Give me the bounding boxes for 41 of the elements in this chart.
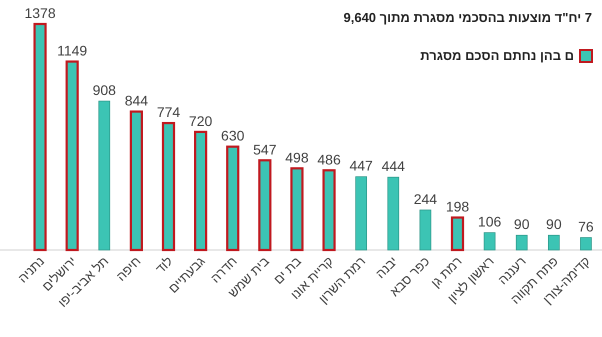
data-label: 447 xyxy=(349,158,374,174)
chart-title: 7 יח"ד מוצעות בהסכמי מסגרת מתוך 9,640 xyxy=(344,10,592,25)
bar xyxy=(387,176,400,250)
data-label: 90 xyxy=(546,216,562,232)
data-label: 244 xyxy=(414,190,438,207)
data-label: 844 xyxy=(124,92,148,109)
bar xyxy=(66,60,79,252)
bar xyxy=(162,122,176,252)
data-label: 76 xyxy=(578,218,594,235)
bar xyxy=(194,130,208,252)
bar xyxy=(420,210,432,250)
data-label: 720 xyxy=(188,112,213,129)
data-label: 106 xyxy=(478,214,502,230)
legend: ם בהן נחתם הסכם מסגרת xyxy=(420,48,593,63)
bar xyxy=(226,146,240,252)
data-label: 1149 xyxy=(57,42,88,59)
data-label: 498 xyxy=(285,149,309,166)
bar xyxy=(516,234,528,250)
bar xyxy=(130,110,143,252)
bar xyxy=(258,159,272,252)
data-label: 630 xyxy=(221,128,245,144)
data-label: 486 xyxy=(317,151,341,168)
data-label: 774 xyxy=(156,104,180,120)
bar xyxy=(548,234,560,250)
data-label: 908 xyxy=(92,82,116,98)
data-label: 1378 xyxy=(24,5,56,21)
data-label: 444 xyxy=(382,158,406,174)
bar xyxy=(98,100,110,250)
bar xyxy=(322,169,336,252)
data-label: 198 xyxy=(446,198,470,215)
x-tick-label: לוד xyxy=(152,253,176,276)
data-label: 547 xyxy=(253,141,277,158)
bar xyxy=(484,232,496,250)
bar xyxy=(580,237,592,250)
bar xyxy=(290,167,304,252)
bar xyxy=(450,216,464,252)
bar xyxy=(33,22,47,252)
x-tick-label: חיפה xyxy=(113,254,144,284)
x-tick-label: יבנה xyxy=(372,254,400,282)
data-label: 90 xyxy=(514,216,530,232)
bar xyxy=(355,176,368,250)
